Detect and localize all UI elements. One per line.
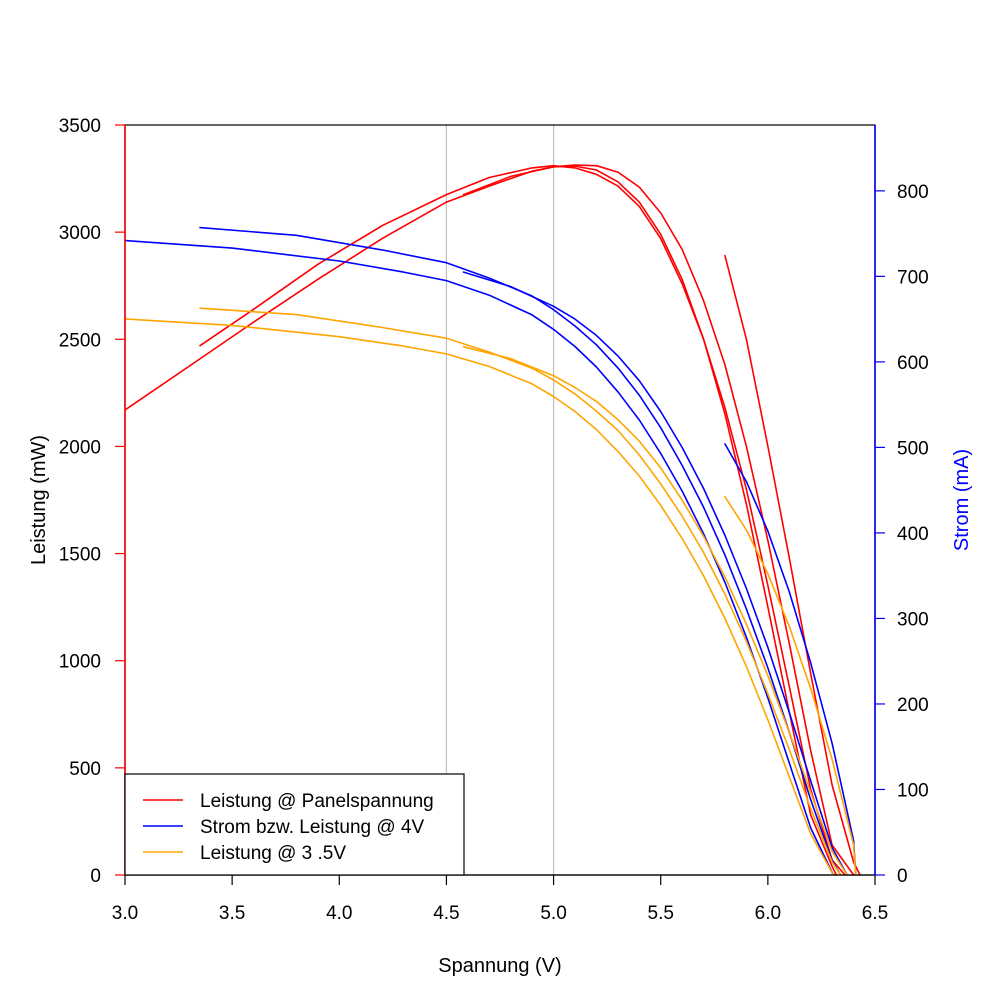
power-panel-curve-3 [462, 164, 855, 876]
right-y-tick-label: 200 [897, 695, 929, 716]
power-panel-curve-1 [124, 165, 838, 876]
power-35-curve-2 [199, 307, 842, 876]
series-power-panel [124, 164, 861, 876]
current-curve-4 [724, 443, 857, 876]
power-panel-curve-4 [724, 254, 861, 876]
left-y-tick-label: 3500 [59, 116, 101, 137]
left-y-tick-label: 2000 [59, 437, 101, 458]
x-axis-title: Spannung (V) [438, 955, 561, 977]
left-y-axis-ticks: 0 500 1000 1500 2000 2500 3000 3500 [59, 116, 125, 887]
left-y-tick-label: 1500 [59, 545, 101, 566]
power-35-curve-3 [462, 345, 848, 876]
right-y-tick-label: 600 [897, 353, 929, 374]
left-y-tick-label: 1000 [59, 652, 101, 673]
left-y-tick-label: 0 [90, 866, 101, 887]
series-layer [124, 164, 861, 876]
x-axis-ticks: 3.0 3.5 4.0 4.5 5.0 5.5 6.0 6.5 [112, 875, 888, 924]
legend-label-power-panel: Leistung @ Panelspannung [200, 791, 434, 812]
right-y-tick-label: 0 [897, 866, 908, 887]
right-y-tick-label: 500 [897, 438, 929, 459]
power-35-curve-1 [124, 318, 836, 876]
vertical-gridlines [445, 125, 555, 875]
right-y-tick-label: 100 [897, 780, 929, 801]
series-power-35 [124, 307, 857, 876]
x-tick-label: 4.0 [326, 903, 352, 924]
left-y-tick-label: 500 [69, 759, 101, 780]
legend-box [124, 773, 465, 876]
power-35-curve-4 [724, 495, 857, 876]
x-tick-label: 3.0 [112, 903, 138, 924]
left-y-tick-label: 2500 [59, 330, 101, 351]
right-y-tick-label: 700 [897, 267, 929, 288]
legend-label-current: Strom bzw. Leistung @ 4V [200, 817, 424, 838]
left-y-axis-title: Leistung (mW) [28, 435, 50, 565]
power-panel-curve-2 [199, 164, 846, 876]
x-tick-label: 4.5 [433, 903, 459, 924]
x-tick-label: 6.0 [755, 903, 781, 924]
current-curve-2 [199, 226, 842, 876]
left-y-tick-label: 3000 [59, 223, 101, 244]
x-tick-label: 6.5 [862, 903, 888, 924]
legend-label-power-35: Leistung @ 3 .5V [200, 843, 346, 864]
right-y-axis: 0 100 200 300 400 500 600 700 800 Strom (mA) [874, 125, 973, 887]
legend: Leistung @ Panelspannung Strom bzw. Leis… [124, 773, 465, 876]
x-tick-label: 3.5 [219, 903, 245, 924]
current-curve-1 [124, 239, 836, 876]
right-y-tick-label: 300 [897, 609, 929, 630]
x-tick-label: 5.5 [648, 903, 674, 924]
x-axis: 3.0 3.5 4.0 4.5 5.0 5.5 6.0 6.5 Spannung (V) [112, 874, 888, 977]
left-y-axis: 0 500 1000 1500 2000 2500 3000 3500 Leistung (m… [28, 116, 126, 887]
right-y-axis-ticks: 0 100 200 300 400 500 600 700 800 [875, 182, 929, 887]
right-y-tick-label: 400 [897, 524, 929, 545]
right-y-tick-label: 800 [897, 182, 929, 203]
right-y-axis-title: Strom (mA) [951, 449, 973, 551]
series-current [124, 226, 857, 876]
x-tick-label: 5.0 [540, 903, 566, 924]
current-curve-3 [462, 271, 848, 876]
